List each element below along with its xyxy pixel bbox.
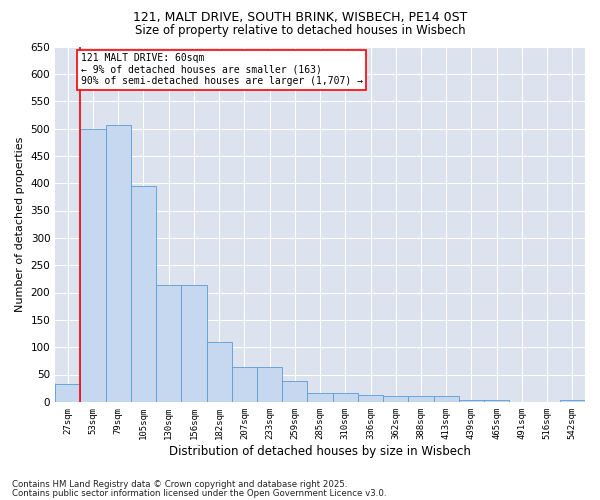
Bar	[434, 396, 459, 402]
Bar	[131, 186, 156, 402]
Bar	[232, 368, 257, 402]
Bar	[484, 400, 509, 402]
Bar	[332, 393, 358, 402]
Text: 121 MALT DRIVE: 60sqm
← 9% of detached houses are smaller (163)
90% of semi-deta: 121 MALT DRIVE: 60sqm ← 9% of detached h…	[81, 53, 363, 86]
Bar	[80, 128, 106, 402]
Text: Contains public sector information licensed under the Open Government Licence v3: Contains public sector information licen…	[12, 488, 386, 498]
Bar	[459, 400, 484, 402]
Bar	[206, 342, 232, 402]
Y-axis label: Number of detached properties: Number of detached properties	[15, 136, 25, 312]
Bar	[560, 400, 585, 402]
Bar	[282, 381, 307, 402]
Bar	[409, 396, 434, 402]
Text: 121, MALT DRIVE, SOUTH BRINK, WISBECH, PE14 0ST: 121, MALT DRIVE, SOUTH BRINK, WISBECH, P…	[133, 11, 467, 24]
Bar	[257, 368, 282, 402]
Text: Size of property relative to detached houses in Wisbech: Size of property relative to detached ho…	[134, 24, 466, 37]
Bar	[358, 396, 383, 402]
X-axis label: Distribution of detached houses by size in Wisbech: Distribution of detached houses by size …	[169, 444, 471, 458]
Bar	[307, 392, 332, 402]
Bar	[55, 384, 80, 402]
Bar	[106, 124, 131, 402]
Text: Contains HM Land Registry data © Crown copyright and database right 2025.: Contains HM Land Registry data © Crown c…	[12, 480, 347, 489]
Bar	[156, 286, 181, 402]
Bar	[181, 286, 206, 402]
Bar	[383, 396, 409, 402]
